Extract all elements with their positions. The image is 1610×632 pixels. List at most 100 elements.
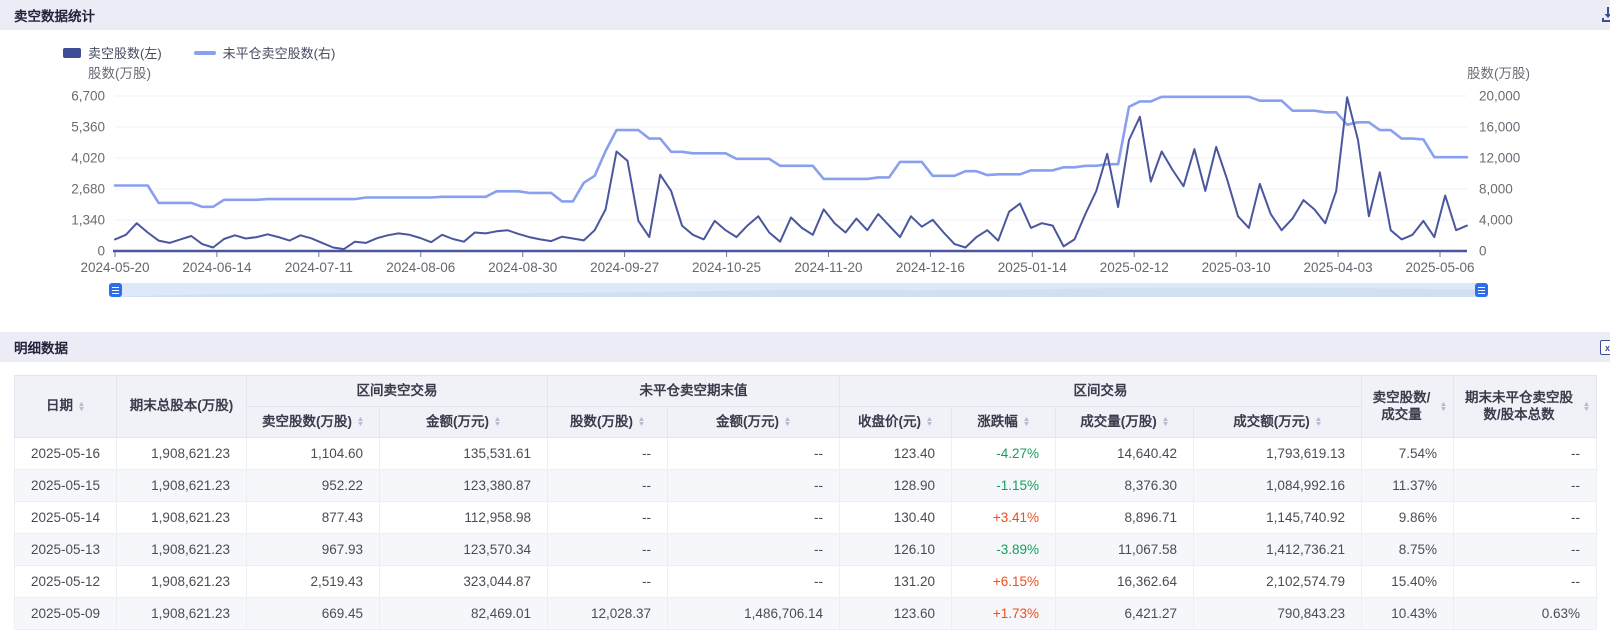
- header-open-short-period-end: 未平仓卖空期末值: [548, 376, 840, 407]
- cell-turnover: 790,843.23: [1194, 598, 1362, 630]
- svg-text:股数(万股): 股数(万股): [88, 66, 151, 81]
- detail-title: 明细数据: [14, 337, 68, 357]
- sort-arrows-icon[interactable]: ▲▼: [784, 417, 792, 427]
- cell-total-share-capital: 1,908,621.23: [117, 438, 247, 470]
- legend-label: 卖空股数(左): [88, 43, 162, 62]
- cell-change-pct: -1.15%: [952, 470, 1056, 502]
- cell-short-amount: 323,044.87: [380, 566, 548, 598]
- svg-text:6,700: 6,700: [71, 89, 105, 104]
- cell-date: 2025-05-13: [15, 534, 117, 566]
- svg-text:1,340: 1,340: [71, 213, 105, 228]
- detail-data-header-bar: 明细数据 x: [0, 332, 1610, 362]
- header-label: 成交额(万元): [1233, 414, 1310, 431]
- header-label: 成交量(万股): [1080, 414, 1157, 431]
- cell-open-short-to-capital-ratio: 0.63%: [1454, 598, 1597, 630]
- cell-open-short-amount: 1,486,706.14: [668, 598, 840, 630]
- table-row: 2025-05-091,908,621.23669.4582,469.0112,…: [15, 598, 1597, 630]
- cell-short-to-volume-ratio: 11.37%: [1362, 470, 1454, 502]
- header-open-short-amount[interactable]: 金额(万元)▲▼: [668, 407, 840, 438]
- short-selling-line-chart: 股数(万股)股数(万股)6,70020,0005,36016,0004,0201…: [0, 30, 1610, 278]
- svg-text:0: 0: [1479, 244, 1487, 259]
- cell-open-short-amount: --: [668, 438, 840, 470]
- header-date[interactable]: 日期▲▼: [15, 376, 117, 438]
- header-volume[interactable]: 成交量(万股) ▲▼: [1056, 407, 1194, 438]
- svg-text:2024-07-11: 2024-07-11: [285, 260, 353, 275]
- drag-handle-icon[interactable]: [1475, 283, 1488, 297]
- sort-arrows-icon[interactable]: ▲▼: [1161, 417, 1169, 427]
- header-label: 收盘价(元): [858, 414, 921, 431]
- sort-arrows-icon[interactable]: ▲▼: [1314, 417, 1322, 427]
- sort-arrows-icon[interactable]: ▲▼: [494, 417, 502, 427]
- cell-short-shares: 877.43: [247, 502, 380, 534]
- download-icon[interactable]: [1600, 6, 1610, 27]
- svg-text:2025-04-03: 2025-04-03: [1304, 260, 1373, 275]
- header-label: 卖空股数/成交量: [1368, 390, 1435, 424]
- header-interval-short-trading: 区间卖空交易: [247, 376, 548, 407]
- cell-volume: 8,896.71: [1056, 502, 1194, 534]
- cell-short-shares: 2,519.43: [247, 566, 380, 598]
- datazoom-silhouette: [115, 283, 1482, 297]
- svg-text:2024-05-20: 2024-05-20: [80, 260, 149, 275]
- header-change-pct[interactable]: 涨跌幅▲▼: [952, 407, 1056, 438]
- legend-item-open-short-shares[interactable]: 未平仓卖空股数(右): [194, 43, 336, 62]
- cell-open-short-amount: --: [668, 534, 840, 566]
- header-short-shares[interactable]: 卖空股数(万股) ▲▼: [247, 407, 380, 438]
- header-open-short-to-capital-ratio[interactable]: 期末未平仓卖空股数/股本总数▲▼: [1454, 376, 1597, 438]
- svg-text:2024-08-06: 2024-08-06: [386, 260, 455, 275]
- cell-short-to-volume-ratio: 9.86%: [1362, 502, 1454, 534]
- sort-arrows-icon[interactable]: ▲▼: [1440, 402, 1448, 412]
- cell-short-shares: 967.93: [247, 534, 380, 566]
- export-excel-icon[interactable]: x: [1600, 340, 1610, 355]
- cell-total-share-capital: 1,908,621.23: [117, 470, 247, 502]
- svg-text:2024-06-14: 2024-06-14: [182, 260, 252, 275]
- legend-item-short-shares[interactable]: 卖空股数(左): [63, 43, 162, 62]
- sort-arrows-icon[interactable]: ▲▼: [78, 402, 86, 412]
- cell-open-short-amount: --: [668, 470, 840, 502]
- cell-turnover: 1,412,736.21: [1194, 534, 1362, 566]
- cell-volume: 14,640.42: [1056, 438, 1194, 470]
- table-row: 2025-05-141,908,621.23877.43112,958.98--…: [15, 502, 1597, 534]
- header-total-share-capital: 期末总股本(万股): [117, 376, 247, 438]
- cell-short-amount: 135,531.61: [380, 438, 548, 470]
- cell-short-to-volume-ratio: 8.75%: [1362, 534, 1454, 566]
- table-row: 2025-05-131,908,621.23967.93123,570.34--…: [15, 534, 1597, 566]
- cell-date: 2025-05-16: [15, 438, 117, 470]
- header-interval-trading: 区间交易: [840, 376, 1362, 407]
- header-short-amount[interactable]: 金额(万元) ▲▼: [380, 407, 548, 438]
- header-close-price[interactable]: 收盘价(元) ▲▼: [840, 407, 952, 438]
- cell-open-short-shares: --: [548, 438, 668, 470]
- cell-short-shares: 1,104.60: [247, 438, 380, 470]
- svg-text:股数(万股): 股数(万股): [1467, 66, 1530, 81]
- sort-arrows-icon[interactable]: ▲▼: [1022, 417, 1030, 427]
- svg-text:2025-02-12: 2025-02-12: [1100, 260, 1169, 275]
- header-turnover[interactable]: 成交额(万元) ▲▼: [1194, 407, 1362, 438]
- header-label: 金额(万元): [426, 414, 489, 431]
- cell-short-shares: 952.22: [247, 470, 380, 502]
- header-label: 股数(万股): [570, 414, 633, 431]
- cell-open-short-shares: --: [548, 566, 668, 598]
- drag-handle-icon[interactable]: [109, 283, 122, 297]
- cell-short-amount: 112,958.98: [380, 502, 548, 534]
- header-open-short-shares[interactable]: 股数(万股) ▲▼: [548, 407, 668, 438]
- sort-arrows-icon[interactable]: ▲▼: [357, 417, 365, 427]
- cell-short-shares: 669.45: [247, 598, 380, 630]
- cell-total-share-capital: 1,908,621.23: [117, 566, 247, 598]
- sort-arrows-icon[interactable]: ▲▼: [926, 417, 934, 427]
- cell-short-to-volume-ratio: 10.43%: [1362, 598, 1454, 630]
- short-selling-chart-section: 卖空股数(左) 未平仓卖空股数(右) 股数(万股)股数(万股)6,70020,0…: [0, 30, 1610, 332]
- header-short-to-volume-ratio[interactable]: 卖空股数/成交量 ▲▼: [1362, 376, 1454, 438]
- cell-volume: 16,362.64: [1056, 566, 1194, 598]
- sort-arrows-icon[interactable]: ▲▼: [638, 417, 646, 427]
- header-label: 未平仓卖空期末值: [640, 383, 748, 400]
- cell-date: 2025-05-12: [15, 566, 117, 598]
- sort-arrows-icon[interactable]: ▲▼: [1583, 402, 1591, 412]
- cell-change-pct: +1.73%: [952, 598, 1056, 630]
- chart-datazoom-slider[interactable]: [115, 283, 1482, 297]
- header-label: 卖空股数(万股): [262, 414, 352, 431]
- cell-short-to-volume-ratio: 15.40%: [1362, 566, 1454, 598]
- cell-short-amount: 82,469.01: [380, 598, 548, 630]
- cell-volume: 8,376.30: [1056, 470, 1194, 502]
- cell-close-price: 131.20: [840, 566, 952, 598]
- header-label: 区间卖空交易: [357, 383, 438, 400]
- short-data-header-bar: 卖空数据统计: [0, 0, 1610, 30]
